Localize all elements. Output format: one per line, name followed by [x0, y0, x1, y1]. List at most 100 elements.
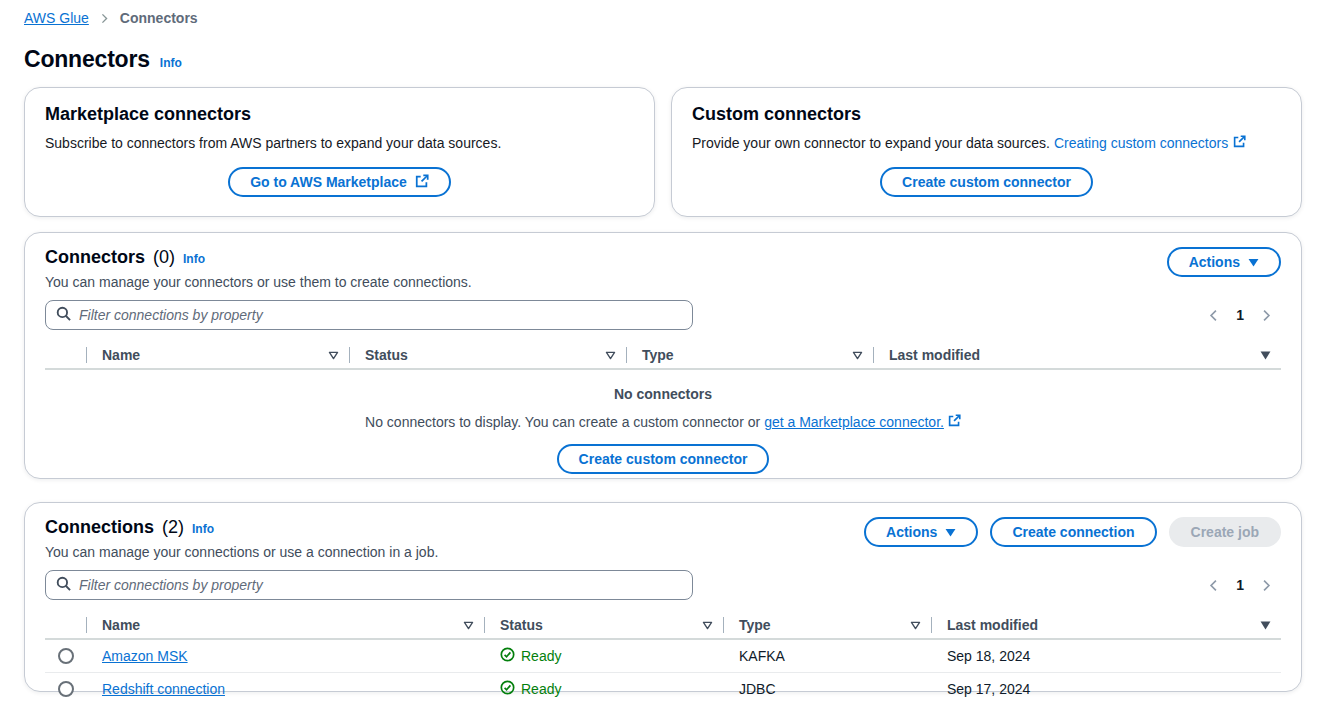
custom-card-description: Provide your own connector to expand you…: [692, 135, 1281, 151]
status-badge: Ready: [500, 680, 561, 698]
column-header-name[interactable]: Name: [86, 612, 484, 638]
create-connection-button[interactable]: Create connection: [990, 517, 1156, 547]
connectors-panel-title: Connectors: [45, 247, 145, 268]
empty-state-message: No connectors to display. You can create…: [45, 414, 1281, 430]
connections-count: (2): [162, 517, 184, 538]
connections-filter-input[interactable]: [79, 577, 682, 593]
create-connection-label: Create connection: [1012, 524, 1134, 540]
column-header-type[interactable]: Type: [626, 342, 873, 368]
connectors-filter-box: [45, 300, 693, 330]
connectors-actions-label: Actions: [1189, 254, 1240, 270]
connectors-page-number[interactable]: 1: [1236, 307, 1244, 323]
page-content: AWS Glue Connectors Connectors Info Mark…: [0, 0, 1318, 692]
connection-type: JDBC: [723, 681, 931, 697]
sort-icon[interactable]: [605, 351, 616, 360]
connectors-table: Name Status Type: [45, 342, 1281, 474]
get-marketplace-connector-label: get a Marketplace connector.: [764, 414, 944, 430]
create-job-button: Create job: [1169, 517, 1281, 547]
connectors-info-link[interactable]: Info: [183, 252, 205, 266]
connection-last-modified: Sep 18, 2024: [931, 648, 1281, 664]
status-label: Ready: [521, 648, 561, 664]
connections-page-number[interactable]: 1: [1236, 577, 1244, 593]
go-to-aws-marketplace-label: Go to AWS Marketplace: [250, 174, 407, 190]
chevron-left-icon[interactable]: [1205, 307, 1222, 324]
custom-card-description-text: Provide your own connector to expand you…: [692, 135, 1050, 151]
connectors-pagination: 1: [1205, 307, 1281, 324]
connection-type: KAFKA: [723, 648, 931, 664]
sort-icon[interactable]: [852, 351, 863, 360]
page-title: Connectors: [24, 46, 150, 73]
sort-icon[interactable]: [910, 621, 921, 630]
connections-panel-title: Connections: [45, 517, 154, 538]
sort-icon[interactable]: [463, 621, 474, 630]
row-radio-button[interactable]: [58, 681, 74, 697]
connections-filter-box: [45, 570, 693, 600]
connections-actions-button[interactable]: Actions: [864, 517, 978, 547]
column-header-status[interactable]: Status: [484, 612, 723, 638]
empty-create-custom-connector-button[interactable]: Create custom connector: [557, 444, 770, 474]
connectors-filter-input[interactable]: [79, 307, 682, 323]
chevron-right-icon[interactable]: [1258, 307, 1275, 324]
connection-name-link[interactable]: Amazon MSK: [102, 648, 188, 664]
column-label: Status: [365, 347, 408, 363]
marketplace-card-description: Subscribe to connectors from AWS partner…: [45, 135, 634, 151]
create-custom-connector-label: Create custom connector: [902, 174, 1071, 190]
sort-icon[interactable]: [328, 351, 339, 360]
connectors-actions-button[interactable]: Actions: [1167, 247, 1281, 277]
table-row: Amazon MSK Ready KAFKA Sep 18, 2024: [45, 640, 1281, 672]
go-to-aws-marketplace-button[interactable]: Go to AWS Marketplace: [228, 167, 451, 197]
empty-state-title: No connectors: [45, 386, 1281, 402]
chevron-left-icon[interactable]: [1205, 577, 1222, 594]
column-label: Type: [642, 347, 674, 363]
page-info-link[interactable]: Info: [160, 56, 182, 70]
breadcrumb-current: Connectors: [120, 10, 198, 26]
sort-icon[interactable]: [702, 621, 713, 630]
empty-create-custom-connector-label: Create custom connector: [579, 451, 748, 467]
search-icon: [56, 306, 71, 324]
connectors-panel: Connectors (0) Info You can manage your …: [24, 232, 1302, 479]
column-label: Type: [739, 617, 771, 633]
connections-actions-label: Actions: [886, 524, 937, 540]
check-circle-icon: [500, 647, 515, 665]
status-badge: Ready: [500, 647, 561, 665]
row-radio-button[interactable]: [58, 648, 74, 664]
creating-custom-connectors-label: Creating custom connectors: [1054, 135, 1228, 151]
column-header-last-modified[interactable]: Last modified: [873, 342, 1281, 368]
column-label: Last modified: [947, 617, 1038, 633]
page-title-row: Connectors Info: [24, 46, 1302, 73]
external-link-icon: [948, 414, 961, 430]
search-icon: [56, 576, 71, 594]
connectors-table-header: Name Status Type: [45, 342, 1281, 370]
caret-down-icon: [1248, 254, 1259, 270]
column-header-status[interactable]: Status: [349, 342, 626, 368]
get-marketplace-connector-link[interactable]: get a Marketplace connector.: [764, 414, 961, 430]
create-custom-connector-button[interactable]: Create custom connector: [880, 167, 1093, 197]
connection-name-link[interactable]: Redshift connection: [102, 681, 225, 697]
marketplace-card-title: Marketplace connectors: [45, 104, 634, 125]
sort-descending-icon[interactable]: [1260, 351, 1271, 360]
connectors-panel-description: You can manage your connectors or use th…: [45, 274, 472, 290]
marketplace-connectors-card: Marketplace connectors Subscribe to conn…: [24, 87, 655, 217]
column-header-type[interactable]: Type: [723, 612, 931, 638]
connections-panel-description: You can manage your connections or use a…: [45, 544, 438, 560]
status-label: Ready: [521, 681, 561, 697]
creating-custom-connectors-link[interactable]: Creating custom connectors: [1054, 135, 1246, 151]
connections-info-link[interactable]: Info: [192, 522, 214, 536]
column-label: Name: [102, 347, 140, 363]
check-circle-icon: [500, 680, 515, 698]
breadcrumb: AWS Glue Connectors: [24, 10, 1302, 26]
custom-card-title: Custom connectors: [692, 104, 1281, 125]
connections-table: Name Status Type: [45, 612, 1281, 704]
column-header-last-modified[interactable]: Last modified: [931, 612, 1281, 638]
column-label: Name: [102, 617, 140, 633]
table-row: Redshift connection Ready JDBC Sep 17, 2…: [45, 672, 1281, 704]
external-link-icon: [415, 174, 429, 191]
column-label: Status: [500, 617, 543, 633]
chevron-right-icon[interactable]: [1258, 577, 1275, 594]
connectors-count: (0): [153, 247, 175, 268]
create-job-label: Create job: [1191, 524, 1259, 540]
sort-descending-icon[interactable]: [1260, 621, 1271, 630]
connections-table-header: Name Status Type: [45, 612, 1281, 640]
column-header-name[interactable]: Name: [86, 342, 349, 368]
breadcrumb-link-aws-glue[interactable]: AWS Glue: [24, 10, 89, 26]
